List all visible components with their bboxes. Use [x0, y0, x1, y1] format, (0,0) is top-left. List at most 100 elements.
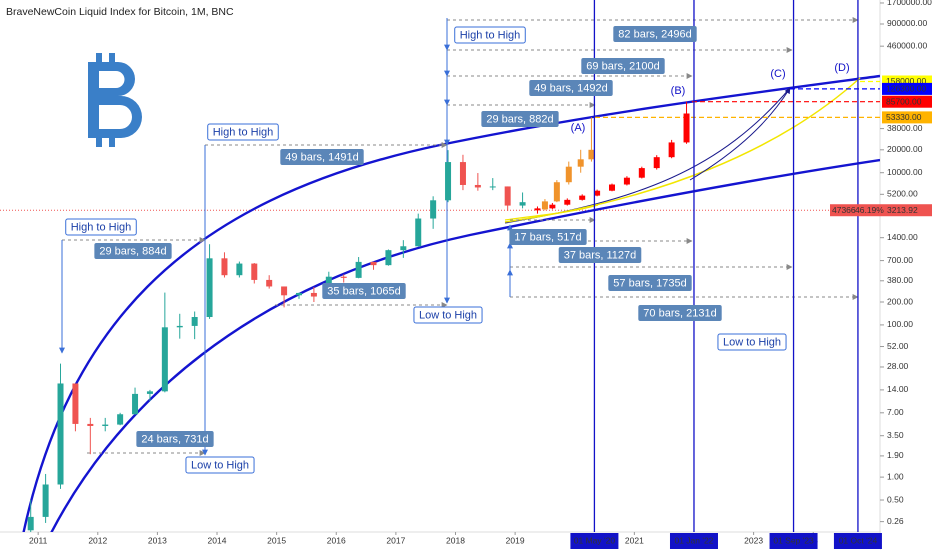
annotation-label: 69 bars, 2100d: [586, 60, 659, 72]
annotation-label: 70 bars, 2131d: [643, 307, 716, 319]
y-tick-label: 14.00: [887, 384, 909, 394]
level-label: 53330.00: [886, 112, 922, 122]
annotation-letter: (A): [571, 122, 586, 134]
y-tick-label: 700.00: [887, 255, 913, 265]
x-tick-label: 2016: [327, 535, 346, 545]
candle-body: [191, 317, 198, 326]
candle-body: [176, 325, 183, 328]
annotation-letter: (C): [770, 68, 785, 80]
annotation-box: [322, 283, 406, 299]
annotation-box: [136, 431, 214, 447]
x-tick-label: 2019: [506, 535, 525, 545]
y-tick-label: 0.26: [887, 516, 904, 526]
candle-body: [623, 177, 630, 185]
annotation-label: 35 bars, 1065d: [327, 285, 400, 297]
y-tick-label: 5200.00: [887, 189, 918, 199]
candle-body: [236, 263, 243, 276]
annotation-box: [207, 123, 279, 141]
candle-body: [281, 286, 288, 296]
candle-body: [588, 149, 595, 160]
candle-body: [579, 195, 586, 200]
candle-body: [161, 327, 168, 392]
y-tick-label: 28.00: [887, 361, 909, 371]
x-tick-label: 2011: [29, 535, 48, 545]
candle-body: [57, 383, 64, 485]
x-axis-strip: [0, 533, 880, 550]
y-tick-label: 200.00: [887, 296, 913, 306]
candle-body: [72, 383, 79, 424]
y-tick-label: 20000.00: [887, 144, 923, 154]
x-tick-label: 2023: [744, 535, 763, 545]
annotation-box: [638, 305, 722, 321]
x-tick-label: 2021: [625, 535, 644, 545]
candle-body: [553, 182, 560, 202]
annotation-box: [613, 26, 697, 42]
candle-body: [445, 162, 452, 201]
y-tick-label: 10000.00: [887, 167, 923, 177]
candle-body: [206, 258, 213, 318]
chart-title: BraveNewCoin Liquid Index for Bitcoin, 1…: [6, 6, 234, 18]
candle-body: [594, 190, 601, 196]
annotation-box: [185, 456, 255, 474]
date-marker-label: 01 Jan '22: [674, 535, 713, 545]
annotation-label: 37 bars, 1127d: [564, 249, 637, 261]
x-tick-label: 2015: [267, 535, 286, 545]
annotation-label: 49 bars, 1491d: [285, 151, 358, 163]
annotation-box: [608, 275, 692, 291]
candle-body: [146, 391, 153, 394]
annotation-letter: (B): [671, 85, 686, 97]
level-label: 126300.00: [886, 84, 926, 94]
annotation-box: [581, 58, 665, 74]
y-tick-label: 380.00: [887, 275, 913, 285]
x-tick-label: 2012: [88, 535, 107, 545]
candle-body: [355, 261, 362, 278]
x-tick-label: 2017: [386, 535, 405, 545]
y-tick-label: 3.50: [887, 430, 904, 440]
candle-body: [653, 157, 660, 169]
level-label: 158000.00: [886, 76, 926, 86]
y-tick-label: 460000.00: [887, 40, 927, 50]
candle-body: [519, 202, 526, 206]
candle-body: [117, 414, 124, 425]
x-tick-label: 2013: [148, 535, 167, 545]
annotation-label: 24 bars, 731d: [141, 433, 208, 445]
last-price-volume: 47366: [832, 205, 856, 215]
annotation-box: [65, 218, 137, 236]
annotation-label: Low to High: [191, 459, 249, 471]
candle-body: [430, 200, 437, 219]
annotation-label: 57 bars, 1735d: [613, 277, 686, 289]
candle-body: [42, 484, 49, 517]
candle-body: [266, 279, 273, 287]
y-tick-label: 1.90: [887, 450, 904, 460]
date-marker-box: [769, 533, 818, 549]
level-label-box: [882, 95, 932, 108]
level-label-box: [882, 82, 932, 95]
last-price-label: 3213.92: [887, 205, 918, 215]
annotation-letter: (D): [834, 62, 849, 74]
annotation-box: [558, 247, 642, 263]
last-price-box: [830, 204, 932, 217]
last-price-change: 46.19%: [855, 205, 884, 215]
arrow-c: [689, 87, 791, 181]
candle-body: [474, 184, 481, 188]
candle-body: [683, 113, 690, 143]
x-tick-label: 2018: [446, 535, 465, 545]
candle-body: [385, 250, 392, 266]
y-tick-label: 7.00: [887, 407, 904, 417]
y-tick-label: 900000.00: [887, 18, 927, 28]
candle-body: [577, 159, 584, 167]
candle-body: [370, 261, 377, 266]
candle-body: [400, 246, 407, 251]
annotation-label: Low to High: [419, 309, 477, 321]
annotation-box: [280, 149, 364, 165]
annotation-label: 49 bars, 1492d: [534, 82, 607, 94]
date-marker-label: 01 May '20: [574, 535, 616, 545]
candle-body: [132, 393, 139, 415]
candle-body: [295, 292, 302, 296]
y-tick-label: 0.50: [887, 494, 904, 504]
candle-body: [102, 424, 109, 426]
lower-band: [50, 158, 880, 532]
annotation-label: High to High: [71, 221, 132, 233]
